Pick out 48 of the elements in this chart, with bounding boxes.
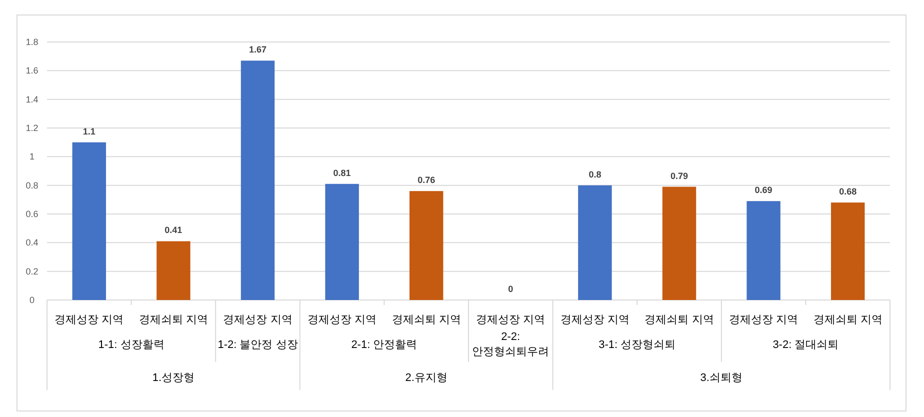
data-label: 0.68	[839, 186, 857, 197]
bar	[156, 241, 190, 300]
bar	[746, 201, 780, 300]
x-tick-label: 경제쇠퇴 지역	[644, 314, 714, 326]
y-tick-label: 1.2	[26, 123, 38, 133]
text: 2-2: 안정형쇠퇴우려	[472, 331, 550, 358]
data-label: 0.8	[588, 169, 602, 180]
y-tick-label: 0.2	[26, 266, 38, 276]
text: 1-1: 성장활력	[98, 339, 164, 351]
data-label: 0.81	[333, 168, 351, 178]
x-tick-label: 경제쇠퇴 지역	[138, 314, 208, 326]
y-tick-label: 1	[29, 152, 35, 162]
data-label: 0.76	[418, 175, 436, 186]
y-tick-label: 0.8	[26, 180, 38, 190]
text: 2.유지형	[405, 372, 448, 384]
x-tick-label: 경제성장 지역	[729, 314, 798, 326]
data-label: 1.1	[82, 126, 96, 136]
bar	[409, 191, 444, 300]
text: 1-2: 불안정 성장	[218, 339, 298, 351]
y-tick-label: 0.6	[26, 209, 38, 219]
x-tick-label: 경제쇠퇴 지역	[392, 314, 461, 326]
y-tick-label: 0	[29, 295, 35, 305]
text: 3.쇠퇴형	[700, 372, 742, 384]
y-tick-label: 1.8	[26, 37, 38, 47]
x-tick-label: 경제성장 지역	[223, 314, 292, 326]
bar	[325, 184, 359, 300]
y-tick-label: 0.4	[26, 238, 38, 248]
bar	[830, 202, 865, 300]
x-tick-label: 경제성장 지역	[308, 314, 377, 326]
y-tick-label: 1.4	[26, 94, 38, 104]
x-tick-label: 경제성장 지역	[476, 314, 546, 326]
y-tick-label: 1.6	[26, 66, 38, 76]
data-label: 0.79	[670, 170, 688, 181]
data-label: 0.69	[754, 185, 772, 196]
text: 2-1: 안정활력	[351, 339, 418, 351]
x-tick-label: 경제쇠퇴 지역	[813, 314, 882, 326]
x-tick-label: 경제성장 지역	[54, 314, 124, 326]
data-label: 0	[508, 284, 514, 294]
bar	[72, 142, 106, 300]
text: 3-2: 절대쇠퇴	[772, 339, 839, 351]
bar	[240, 60, 275, 300]
x-tick-label: 경제성장 지역	[560, 314, 630, 326]
text: 3-1: 성장형쇠퇴	[598, 339, 676, 351]
data-label: 0.41	[164, 225, 182, 236]
bar	[662, 186, 696, 300]
data-label: 1.67	[248, 44, 267, 55]
text: 1.성장형	[152, 372, 195, 384]
bar	[578, 185, 612, 300]
